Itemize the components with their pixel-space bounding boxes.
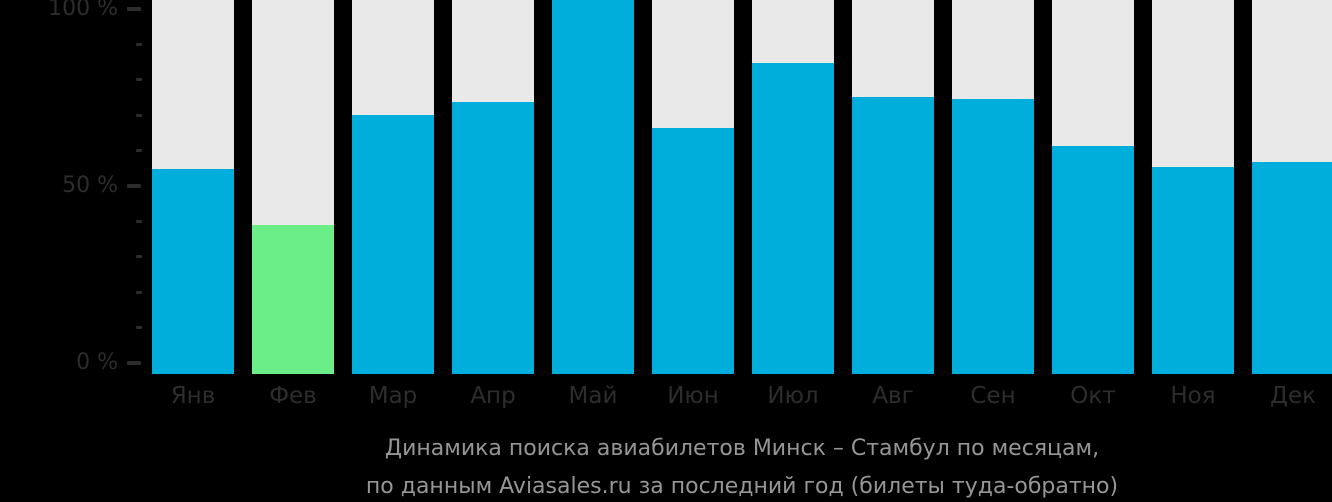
bar-fill-Авг	[852, 97, 934, 374]
x-tick-label-Дек: Дек	[1269, 383, 1316, 409]
bar-column-Апр	[452, 0, 534, 374]
bar-column-Янв	[152, 0, 234, 374]
bar-fill-Июл	[752, 63, 834, 374]
plot-area: 0 % 50 % 100 % Янв Фев Мар Апр Май Июн Июл Авг Сен…	[48, 0, 1332, 409]
bar-fill-Ноя	[1152, 167, 1234, 374]
y-minor-tick-90	[136, 43, 142, 46]
bar-column-Мар	[352, 0, 434, 374]
y-minor-tick-70	[136, 114, 142, 117]
bar-column-Дек	[1252, 0, 1332, 374]
y-major-tick-50	[127, 184, 141, 188]
x-tick-label-Окт: Окт	[1070, 383, 1116, 409]
caption-line-2: по данным Aviasales.ru за последний год …	[365, 474, 1119, 499]
bar-column-Сен	[952, 0, 1034, 374]
bar-column-Ноя	[1152, 0, 1234, 374]
x-tick-label-Сен: Сен	[970, 383, 1016, 409]
bar-column-Июн	[652, 0, 734, 374]
bar-fill-Май	[552, 0, 634, 374]
bar-fill-Сен	[952, 99, 1034, 374]
y-minor-tick-20	[136, 291, 142, 294]
x-tick-label-Июн: Июн	[667, 383, 719, 409]
y-tick-label-50: 50 %	[62, 173, 118, 198]
bar-fill-Июн	[652, 128, 734, 374]
x-tick-label-Янв: Янв	[170, 383, 216, 409]
bar-fill-Дек	[1252, 162, 1332, 374]
x-tick-label-Май: Май	[568, 383, 618, 409]
bar-fill-Окт	[1052, 146, 1134, 374]
bar-fill-Апр	[452, 102, 534, 374]
x-tick-label-Июл: Июл	[767, 383, 819, 409]
bar-fill-Фев	[252, 225, 334, 374]
y-minor-tick-10	[136, 326, 142, 329]
x-tick-label-Апр: Апр	[470, 383, 516, 409]
y-minor-tick-80	[136, 78, 142, 81]
y-minor-tick-40	[136, 220, 142, 223]
x-tick-label-Авг: Авг	[872, 383, 914, 409]
y-minor-tick-30	[136, 255, 142, 258]
bar-column-Май	[552, 0, 634, 374]
y-major-tick-100	[127, 7, 141, 11]
chart-caption: Динамика поиска авиабилетов Минск – Стам…	[152, 430, 1332, 502]
bar-column-Июл	[752, 0, 834, 374]
x-tick-label-Фев: Фев	[269, 383, 317, 409]
caption-line-1: Динамика поиска авиабилетов Минск – Стам…	[384, 436, 1100, 461]
y-major-tick-0	[127, 361, 141, 365]
bar-column-Окт	[1052, 0, 1134, 374]
bar-fill-Мар	[352, 115, 434, 374]
bar-column-Фев	[252, 0, 334, 374]
x-tick-label-Ноя: Ноя	[1170, 383, 1216, 409]
x-tick-label-Мар: Мар	[368, 383, 418, 409]
y-tick-label-0: 0 %	[76, 350, 118, 375]
y-tick-label-100: 100 %	[48, 0, 118, 21]
y-minor-tick-60	[136, 149, 142, 152]
bar-column-Авг	[852, 0, 934, 374]
bar-fill-Янв	[152, 169, 234, 374]
